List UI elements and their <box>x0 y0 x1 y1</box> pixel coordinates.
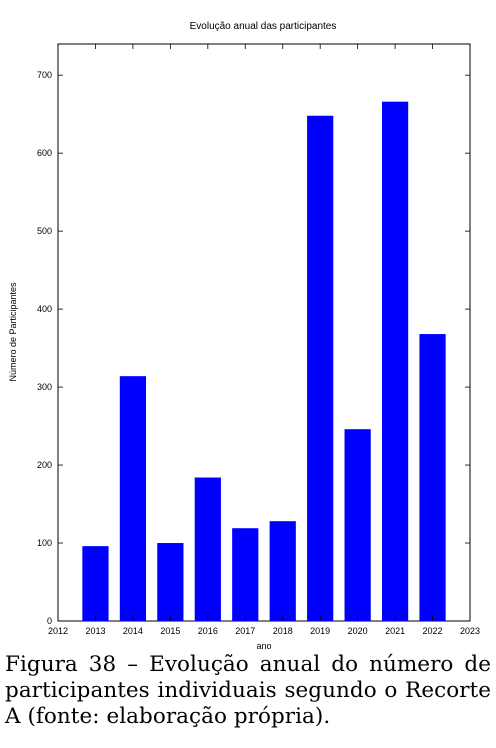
x-tick-label-2021: 2021 <box>385 626 405 636</box>
bar-2015 <box>157 543 184 621</box>
bar-2018 <box>269 521 296 621</box>
x-axis-label: ano <box>256 641 271 650</box>
y-tick-label-500: 500 <box>37 226 52 236</box>
bar-2019 <box>307 115 334 621</box>
x-tick-label-2023: 2023 <box>460 626 480 636</box>
chart-title: Evolução anual das participantes <box>190 21 337 32</box>
x-tick-label-2014: 2014 <box>123 626 143 636</box>
bar-2020 <box>344 429 371 621</box>
y-tick-label-0: 0 <box>47 616 52 626</box>
y-tick-label-100: 100 <box>37 538 52 548</box>
y-tick-label-200: 200 <box>37 460 52 470</box>
y-axis-label: Número de Participantes <box>8 282 18 382</box>
x-tick-label-2017: 2017 <box>235 626 255 636</box>
y-tick-label-300: 300 <box>37 382 52 392</box>
x-tick-label-2022: 2022 <box>423 626 443 636</box>
bar-2016 <box>194 477 221 621</box>
bar-2013 <box>82 546 109 621</box>
x-tick-label-2019: 2019 <box>310 626 330 636</box>
plot-frame <box>57 43 471 622</box>
x-tick-label-2013: 2013 <box>85 626 105 636</box>
bars-group <box>82 101 446 621</box>
x-tick-label-2012: 2012 <box>48 626 68 636</box>
bar-2014 <box>119 376 147 621</box>
y-tick-label-700: 700 <box>37 70 52 80</box>
chart: Evolução anual das participantes 2012 201… <box>8 21 480 650</box>
x-ticks-group: 2012 2013 2014 2015 2016 2017 2018 2019 2020 2021… <box>48 44 480 636</box>
bar-2022 <box>419 334 446 621</box>
figure-caption: Figura 38 – Evolução anual do número de … <box>5 652 491 729</box>
x-tick-label-2020: 2020 <box>348 626 368 636</box>
x-tick-label-2018: 2018 <box>273 626 293 636</box>
bar-2021 <box>381 101 409 621</box>
x-tick-label-2015: 2015 <box>160 626 180 636</box>
y-tick-label-400: 400 <box>37 304 52 314</box>
x-tick-label-2016: 2016 <box>198 626 218 636</box>
y-ticks-group: 0 100 200 300 400 500 600 700 <box>37 70 470 626</box>
y-tick-label-600: 600 <box>37 148 52 158</box>
bar-2017 <box>232 528 259 621</box>
